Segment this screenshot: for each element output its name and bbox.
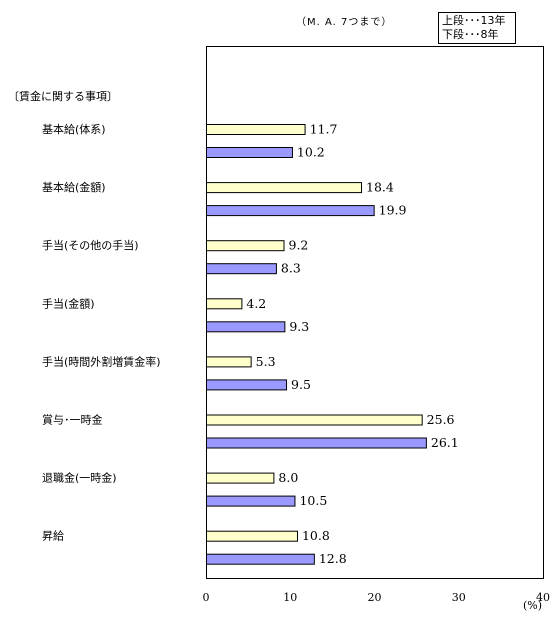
category-label: 基本給(金額) [42, 180, 106, 194]
bars [206, 124, 427, 565]
bar-upper [206, 124, 306, 135]
multiple-answer-note: （M. A. 7つまで） [296, 17, 393, 28]
x-tick-label: 20 [368, 591, 382, 604]
category-label: 手当(金額) [42, 296, 95, 310]
x-axis-unit-label: (%) [523, 599, 542, 612]
value-label: 8.0 [278, 470, 298, 485]
value-label: 26.1 [431, 435, 459, 450]
bar-lower [206, 553, 315, 565]
x-tick-label: 10 [283, 591, 297, 604]
bar-upper [206, 240, 285, 252]
bar-lower [206, 321, 286, 333]
category-label: 手当(時間外割増賃金率) [42, 354, 161, 368]
bar-upper [206, 298, 243, 310]
plot-frame [206, 46, 544, 579]
bar-upper [206, 530, 298, 542]
bar-lower [206, 263, 277, 275]
bar-lower [206, 147, 293, 158]
bar-lower [206, 437, 427, 449]
category-label: 手当(その他の手当) [42, 238, 139, 252]
category-label: 退職金(一時金) [42, 471, 117, 485]
bar-lower [206, 379, 288, 391]
bar-lower [206, 205, 375, 217]
bar-upper [206, 356, 252, 368]
legend-box: 上段･･･13年 下段･･･8年 [438, 12, 516, 44]
bar-upper [206, 472, 275, 484]
value-label: 11.7 [310, 122, 338, 137]
value-label: 10.8 [302, 528, 330, 543]
value-label: 8.3 [281, 261, 301, 276]
bar-lower [206, 495, 296, 507]
value-label: 10.5 [299, 493, 327, 508]
value-label: 19.9 [379, 203, 407, 218]
value-label: 25.6 [427, 412, 455, 427]
x-tick-label: 30 [452, 591, 466, 604]
x-tick-label: 40 [536, 591, 550, 604]
value-labels: 11.7 10.2 18.4 19.9 9.2 8.3 4.2 9.3 5.3 9.5 25.6 26… [246, 122, 458, 567]
value-label: 18.4 [366, 180, 394, 195]
category-labels: 基本給(体系) 基本給(金額) 手当(その他の手当) 手当(金額) 手当(時間外割増賃金… [42, 122, 161, 543]
section-label: 〔賃金に関する事項〕 [8, 90, 118, 103]
value-label: 9.2 [289, 238, 309, 253]
value-label: 9.5 [291, 377, 311, 392]
category-label: 昇給 [42, 529, 64, 543]
bar-upper [206, 414, 423, 426]
value-label: 9.3 [289, 319, 309, 334]
value-label: 10.2 [297, 145, 325, 160]
x-axis-ticks: 0 10 20 30 40(%) [203, 591, 551, 612]
value-label: 12.8 [319, 551, 347, 566]
category-label: 基本給(体系) [42, 122, 106, 136]
x-tick-label: 0 [203, 591, 210, 604]
value-label: 5.3 [256, 354, 276, 369]
bar-upper [206, 182, 363, 194]
category-label: 賞与･一時金 [42, 413, 103, 427]
legend-lower-row: 下段･･･8年 [442, 28, 499, 41]
legend-upper-row: 上段･･･13年 [442, 14, 506, 27]
value-label: 4.2 [246, 296, 266, 311]
